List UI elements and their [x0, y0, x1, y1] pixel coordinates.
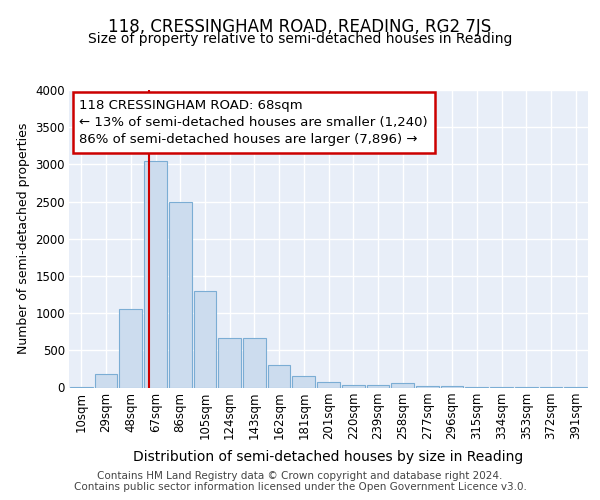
Bar [119, 308, 142, 388]
Text: Size of property relative to semi-detached houses in Reading: Size of property relative to semi-detach… [88, 32, 512, 46]
Bar [367, 386, 389, 388]
Bar [317, 382, 340, 388]
Y-axis label: Number of semi-detached properties: Number of semi-detached properties [17, 123, 29, 354]
Text: 118, CRESSINGHAM ROAD, READING, RG2 7JS: 118, CRESSINGHAM ROAD, READING, RG2 7JS [109, 18, 491, 36]
Bar [169, 202, 191, 388]
Bar [342, 385, 365, 388]
Text: 118 CRESSINGHAM ROAD: 68sqm
← 13% of semi-detached houses are smaller (1,240)
86: 118 CRESSINGHAM ROAD: 68sqm ← 13% of sem… [79, 99, 428, 146]
Bar [466, 387, 488, 388]
Bar [95, 374, 118, 388]
Bar [416, 386, 439, 388]
Bar [243, 338, 266, 388]
Bar [441, 386, 463, 388]
Text: Contains HM Land Registry data © Crown copyright and database right 2024.
Contai: Contains HM Land Registry data © Crown c… [74, 471, 526, 492]
Bar [194, 291, 216, 388]
Bar [218, 338, 241, 388]
Bar [515, 386, 538, 388]
Bar [391, 384, 414, 388]
X-axis label: Distribution of semi-detached houses by size in Reading: Distribution of semi-detached houses by … [133, 450, 524, 464]
Bar [268, 365, 290, 388]
Bar [144, 162, 167, 388]
Bar [292, 376, 315, 388]
